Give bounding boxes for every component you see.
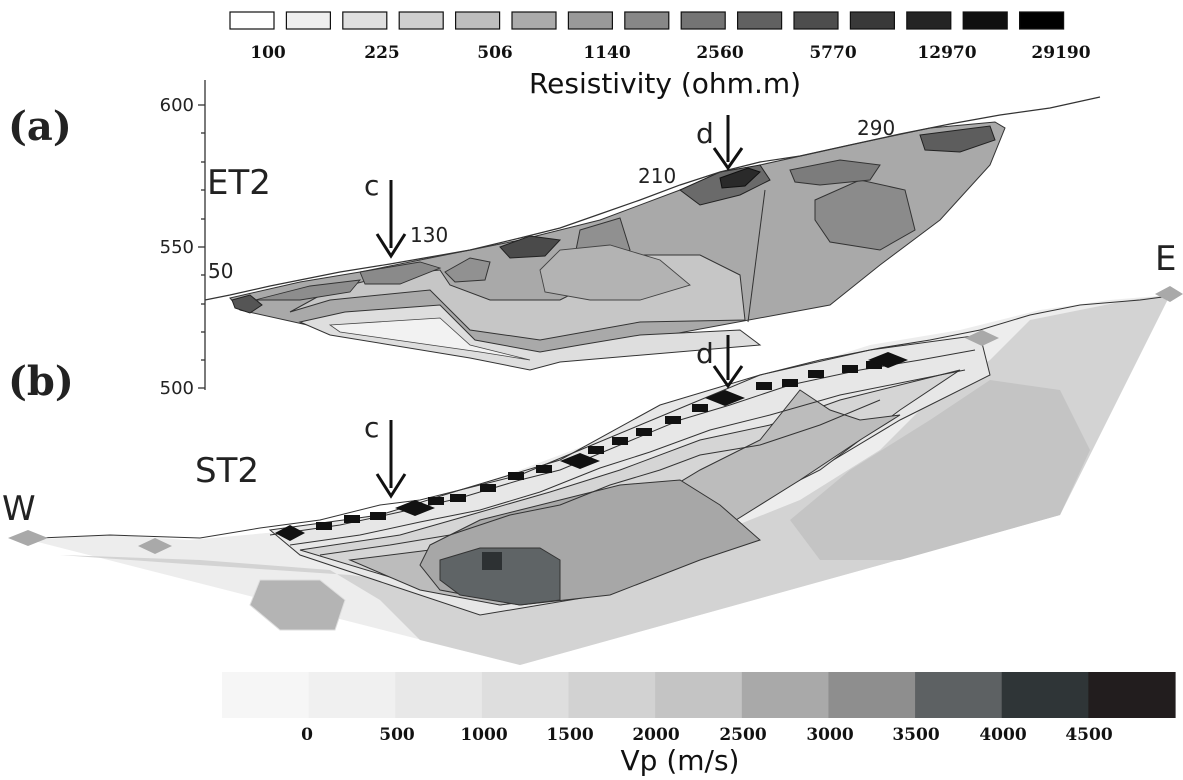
point-label-50: 50	[208, 259, 233, 283]
res-legend-value-0: 100	[250, 43, 286, 63]
resistivity-swatch	[1018, 11, 1065, 30]
res-legend-value-1: 225	[364, 43, 400, 63]
profile-label-et2: ET2	[207, 163, 271, 203]
res-legend-value-4: 2560	[696, 43, 743, 63]
arrow-label-c-a: c	[364, 169, 379, 202]
point-label-290: 290	[857, 116, 895, 140]
arrow-c-b	[375, 420, 407, 499]
velocity-swatch	[395, 672, 483, 718]
velocity-swatch	[1088, 672, 1176, 718]
elevation-axis	[198, 80, 206, 390]
end-label-east: E	[1155, 239, 1176, 279]
resistivity-swatch	[285, 11, 331, 30]
velocity-swatch	[481, 672, 570, 718]
vel-legend-value-0: 0	[301, 725, 313, 745]
velocity-swatches	[222, 672, 1176, 718]
resistivity-legend: 100 225 506 1140 2560 5770 12970 29190 R…	[229, 11, 1091, 100]
point-label-130: 130	[410, 223, 448, 247]
resistivity-swatch	[906, 11, 952, 30]
axis-tick-550: 550	[160, 237, 194, 258]
res-legend-value-5: 5770	[809, 43, 856, 63]
arrow-d-b	[712, 335, 744, 389]
velocity-swatch	[222, 672, 310, 718]
geophone-markers	[316, 361, 882, 530]
velocity-swatch	[308, 672, 396, 718]
velocity-swatch	[915, 672, 1003, 718]
axis-tick-500: 500	[160, 378, 194, 399]
end-markers	[8, 286, 1183, 554]
arrow-d-a	[712, 115, 744, 171]
point-label-210: 210	[638, 164, 676, 188]
arrow-label-d-a: d	[696, 117, 714, 150]
velocity-section	[8, 286, 1183, 665]
res-legend-title: Resistivity (ohm.m)	[529, 67, 801, 100]
velocity-swatch	[1001, 672, 1089, 718]
vel-legend-value-5: 2500	[719, 725, 766, 745]
vel-legend-title: Vp (m/s)	[621, 744, 740, 777]
resistivity-swatch	[962, 11, 1008, 30]
panel-b-label: (b)	[8, 358, 74, 405]
resistivity-section	[204, 96, 1101, 371]
resistivity-swatch	[680, 11, 726, 30]
vel-legend-value-4: 2000	[632, 725, 679, 745]
profile-label-st2: ST2	[195, 451, 259, 491]
res-legend-value-3: 1140	[583, 43, 630, 63]
resistivity-swatch	[229, 11, 275, 30]
vel-legend-value-7: 3500	[892, 725, 939, 745]
vel-legend-value-2: 1000	[460, 725, 507, 745]
res-legend-value-2: 506	[477, 43, 513, 63]
arrow-label-d-b: d	[696, 337, 714, 370]
axis-tick-600: 600	[160, 95, 194, 116]
resistivity-swatch	[398, 11, 444, 30]
panel-b: (b)	[2, 239, 1183, 665]
resistivity-swatches	[229, 11, 1065, 30]
vel-legend-value-9: 4500	[1065, 725, 1112, 745]
shot-markers	[275, 352, 908, 541]
res-legend-value-7: 29190	[1031, 43, 1090, 63]
panel-a: (a) 600 550 500	[8, 80, 1101, 399]
resistivity-swatch	[736, 11, 783, 30]
velocity-swatch	[828, 672, 916, 718]
resistivity-swatch	[342, 11, 388, 30]
resistivity-swatch	[793, 11, 839, 30]
resistivity-swatch	[455, 11, 501, 30]
vel-legend-value-1: 500	[379, 725, 415, 745]
velocity-swatch	[655, 672, 743, 718]
arrow-c-a	[375, 180, 407, 259]
resistivity-swatch	[511, 11, 557, 30]
end-label-west: W	[2, 489, 36, 529]
resistivity-swatch	[624, 11, 670, 30]
vel-legend-value-6: 3000	[806, 725, 853, 745]
velocity-anomaly	[482, 552, 502, 570]
arrow-label-c-b: c	[364, 411, 379, 444]
velocity-swatch	[741, 672, 830, 718]
vel-legend-value-8: 4000	[979, 725, 1026, 745]
res-legend-value-6: 12970	[917, 43, 976, 63]
resistivity-swatch	[567, 11, 614, 30]
velocity-legend: 0 500 1000 1500 2000 2500 3000 3500 4000…	[222, 672, 1176, 777]
velocity-swatch	[568, 672, 656, 718]
resistivity-swatch	[849, 11, 896, 30]
panel-a-label: (a)	[8, 103, 72, 150]
vel-legend-value-3: 1500	[546, 725, 593, 745]
